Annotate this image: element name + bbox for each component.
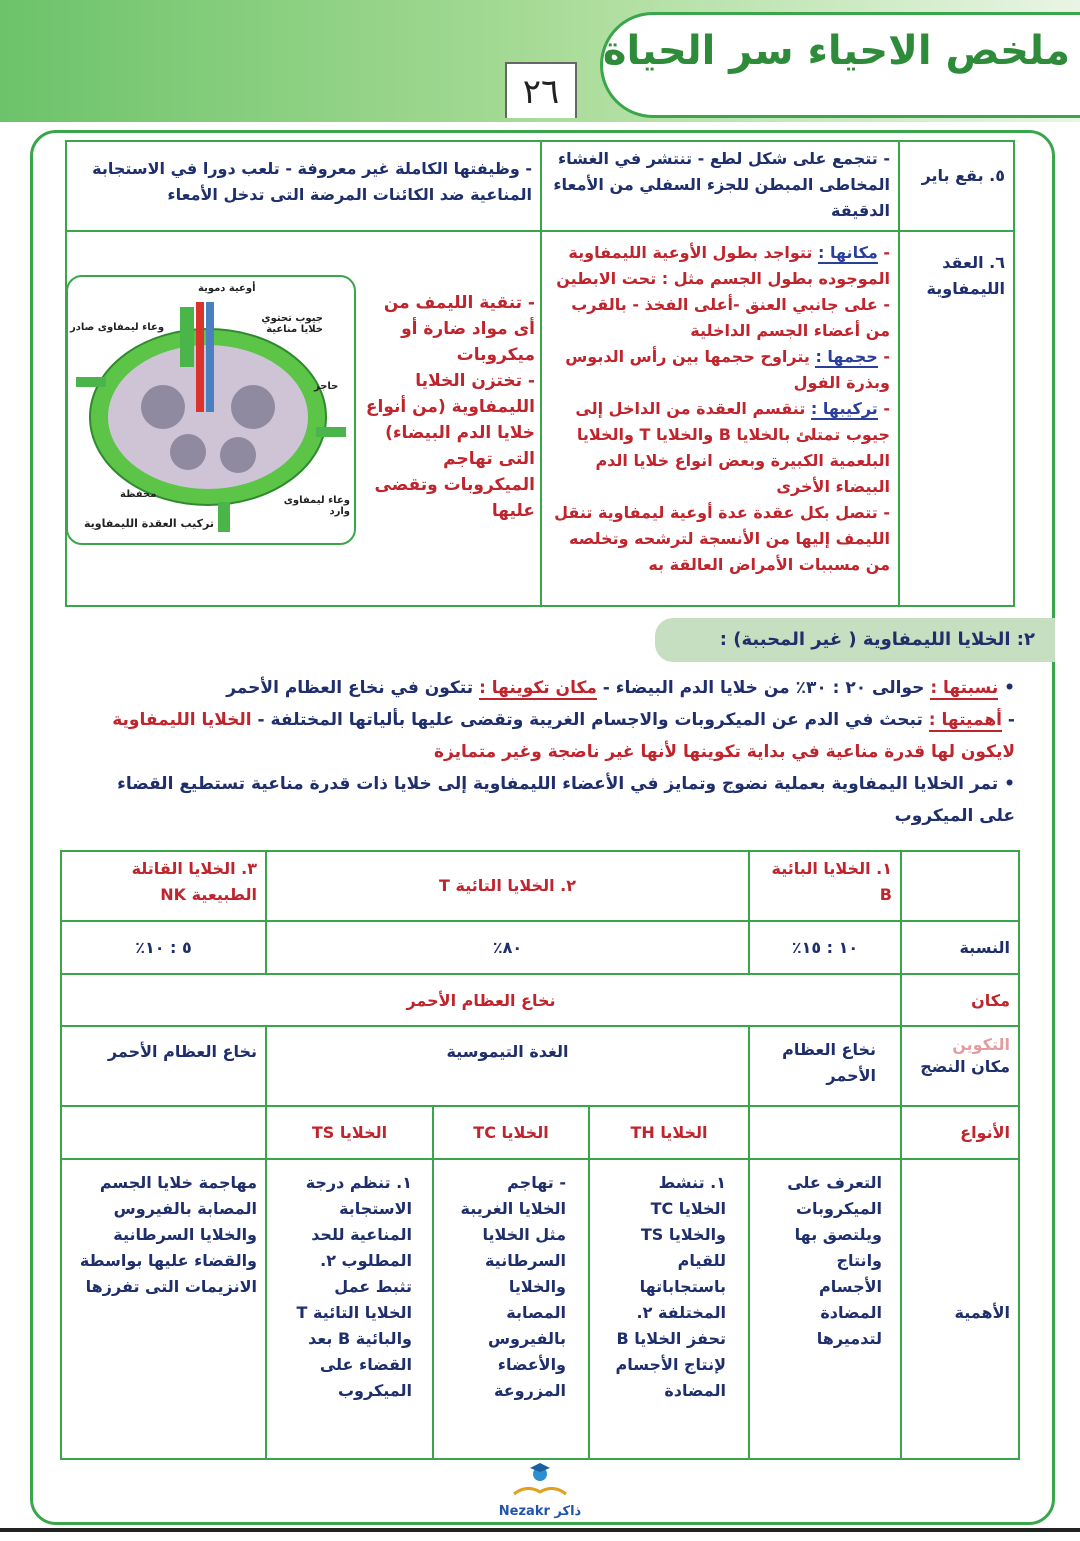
origin-all: نخاع العظام الأحمر — [60, 973, 902, 1027]
size-label: حجمها : — [815, 347, 878, 368]
importance-label: أهميتها : — [928, 710, 1003, 732]
row-label-ratio: النسبة — [900, 920, 1020, 975]
type-th: الخلايا TH — [588, 1105, 750, 1160]
types-nk — [60, 1105, 267, 1160]
page-title: ملخص الاحياء سر الحياة — [602, 28, 1070, 74]
origin-text: تتكون في نخاع العظام الأحمر — [226, 678, 474, 698]
lymph-node-diagram: أوعية دموية وعاء ليمفاوى صادر جيوب تحتوي… — [66, 275, 356, 545]
header-nk-cells: ٣. الخلايا القاتلة الطبيعية NK — [60, 850, 267, 922]
place-label: مكانها : — [818, 243, 878, 264]
importance-th: ١. تنشط الخلايا TC والخلايا TS للقيام با… — [588, 1158, 750, 1460]
site-logo: Nezakr ذاكر — [480, 1460, 600, 1530]
function-item: - تنقية الليمف من أى مواد ضارة أو ميكروب… — [383, 293, 535, 365]
importance-ts: ١. تنظم درجة الاستجابة المناعية للحد الم… — [265, 1158, 434, 1460]
row-label-maturation: مكان النضج — [900, 1025, 1020, 1107]
ratio-nk: ٥ : ١٠٪ — [60, 920, 267, 975]
row-label-types: الأنواع — [900, 1105, 1020, 1160]
origin-label: مكان تكوينها : — [479, 678, 597, 700]
row6-functions: - تنقية الليمف من أى مواد ضارة أو ميكروب… — [365, 290, 535, 524]
row5-location: - تتجمع على شكل لطع - تنتشر في الغشاء ال… — [540, 140, 900, 232]
header-b-cells: ١. الخلايا البائية B — [748, 850, 902, 922]
label-septum: حاجز — [314, 381, 339, 392]
header-t-cells: ٢. الخلايا التائية T — [265, 850, 750, 922]
row5-label: ٥. بقع باير — [898, 140, 1015, 232]
place-text: تتواجد بطول الأوعية الليمفاوية الموجوده … — [556, 243, 890, 340]
section2-text: • نسبتها : حوالى ٢٠ : ٣٠٪ من خلايا الدم … — [112, 678, 1015, 826]
type-tc: الخلايا TC — [432, 1105, 590, 1160]
diagram-caption: تركيب العقدة الليمفاوية — [84, 517, 214, 530]
function-item: - تختزن الخلايا الليمفاوية (من أنواع خلا… — [365, 371, 535, 521]
section-heading: ٢: الخلايا الليمفاوية ( غير المحببة) : — [655, 618, 1055, 662]
ratio-t: ٨٠٪ — [265, 920, 750, 975]
vessels-text: - تتصل بكل عقدة عدة أوعية ليمفاوية تنقل … — [554, 503, 890, 574]
structure-label: تركيبها : — [810, 399, 878, 420]
ratio-label: نسبتها : — [930, 678, 999, 700]
label-sinuses: جيوب تحتوي خلايا مناعية — [261, 313, 323, 335]
maturation-text: تمر الخلايا اليمفاوية بعملية نضوج وتمايز… — [117, 774, 1015, 826]
ratio-b: ١٠ : ١٥٪ — [748, 920, 902, 975]
maturation-b: نخاع العظام الأحمر — [748, 1025, 902, 1107]
importance-tc: - تهاجم الخلايا الغريبة مثل الخلايا السر… — [432, 1158, 590, 1460]
importance-red: الخلايا الليمفاوية لايكون لها قدرة مناعي… — [112, 710, 1015, 762]
label-afferent: وعاء ليمفاوى وارد — [283, 495, 350, 517]
lymph-node-illustration — [76, 302, 346, 532]
content-frame — [30, 130, 1055, 1525]
row-label-origin: مكان التكوين — [900, 973, 1020, 1054]
size-text: يتراوح حجمها بين رأس الدبوس وبذرة الفول — [565, 347, 890, 392]
label-efferent: وعاء ليمفاوى صادر — [70, 322, 165, 333]
row5-function: - وظيفتها الكاملة غير معروفة - تلعب دورا… — [65, 140, 542, 232]
title-box — [600, 12, 1080, 118]
row-label-importance: الأهمية — [900, 1158, 1020, 1460]
logo-text: Nezakr ذاكر — [498, 1504, 582, 1519]
row6-details: - مكانها : تتواجد بطول الأوعية الليمفاوي… — [540, 230, 900, 607]
importance-nk: مهاجمة خلايا الجسم المصابة بالفيروس والخ… — [60, 1158, 267, 1460]
ratio-text: حوالى ٢٠ : ٣٠٪ من خلايا الدم البيضاء - — [602, 678, 925, 698]
importance-b: التعرف على الميكروبات ويلتصق بها وانتاج … — [748, 1158, 902, 1460]
label-capsule: محفظة — [120, 489, 157, 500]
maturation-t: الغدة التيموسية — [265, 1025, 750, 1107]
row6-label: ٦. العقد الليمفاوية — [898, 230, 1015, 607]
book-graduate-icon — [513, 1463, 567, 1496]
corner-cell — [900, 850, 1020, 922]
structure-text: تنقسم العقدة من الداخل إلى جيوب تمتلئ با… — [575, 399, 890, 496]
types-b — [748, 1105, 902, 1160]
maturation-nk: نخاع العظام الأحمر — [60, 1025, 267, 1107]
label-blood-vessels: أوعية دموية — [198, 283, 256, 294]
importance-text: تبحث في الدم عن الميكروبات والاجسام الغر… — [257, 710, 923, 730]
page-number: ٢٦ — [505, 62, 577, 118]
type-ts: الخلايا TS — [265, 1105, 434, 1160]
bottom-rule — [0, 1528, 1080, 1532]
